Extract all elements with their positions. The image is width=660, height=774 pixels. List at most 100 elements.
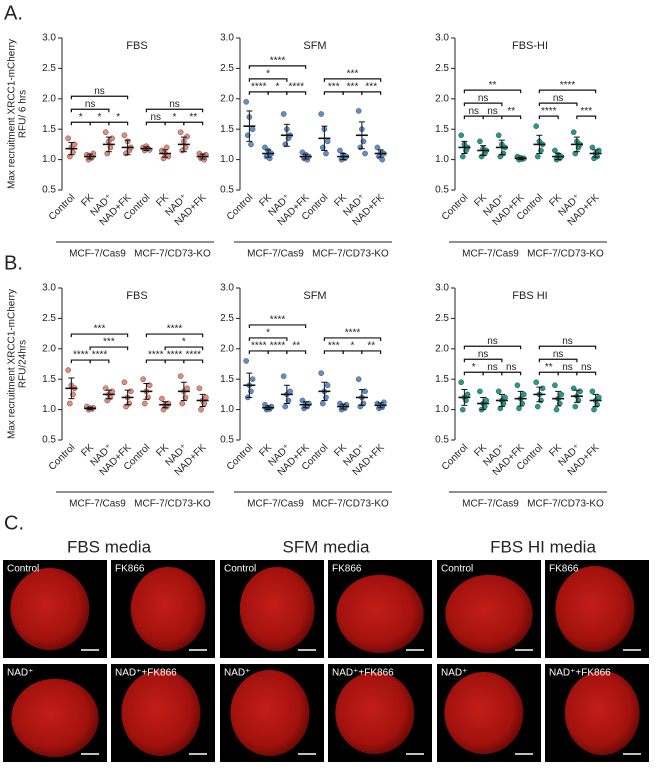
chart-title: FBS [126, 40, 147, 52]
sig-label: *** [103, 337, 115, 348]
image-label: NAD⁺+FK866 [332, 668, 394, 679]
sig-label: * [79, 112, 83, 123]
data-point [121, 132, 128, 139]
nucleus [11, 678, 99, 758]
sig-label: *** [94, 324, 106, 335]
data-point [184, 385, 190, 392]
sig-bracket [361, 91, 382, 95]
sig-label: **** [288, 81, 304, 92]
data-point [280, 373, 287, 379]
sig-label: ns [478, 349, 489, 360]
sig-bracket [501, 115, 522, 120]
data-point [552, 382, 558, 389]
data-point [533, 379, 539, 386]
group-label: MCF-7/Cas9 [247, 499, 304, 510]
data-point [177, 129, 184, 136]
sig-label: **** [270, 341, 286, 352]
nucleus [230, 669, 310, 757]
sig-label: ns [487, 362, 498, 373]
sig-bracket [463, 345, 522, 350]
y-axis-label: RFU/24hrs [18, 340, 29, 388]
data-point [318, 111, 324, 117]
image-label: NAD⁺+FK866 [549, 668, 611, 679]
sig-bracket [501, 371, 522, 376]
sig-bracket [576, 371, 597, 376]
micrograph: FK866 [545, 560, 649, 658]
y-tick-label: 3.0 [42, 33, 56, 44]
sig-bracket [248, 65, 307, 69]
sig-bracket [183, 121, 204, 126]
y-tick-label: 3.0 [42, 283, 56, 294]
sig-label: *** [347, 68, 359, 79]
micrograph: NAD⁺+FK866 [545, 664, 649, 762]
nucleus [445, 574, 533, 654]
sig-label: **** [251, 81, 267, 92]
sig-label: * [266, 328, 270, 339]
data-point [65, 135, 71, 142]
sig-label: ns [468, 106, 479, 117]
y-tick-label: 2.5 [42, 313, 56, 324]
sig-label: ** [189, 112, 197, 123]
data-point [589, 144, 596, 151]
y-axis-label: RFU/ 6 hrs [18, 90, 29, 138]
data-point [324, 382, 331, 389]
data-point [248, 141, 254, 148]
x-tick-label: Control [225, 442, 256, 473]
y-tick-label: 0.5 [42, 435, 56, 446]
data-point [203, 394, 209, 401]
sig-label: ns [94, 86, 105, 97]
image-label: Control [7, 564, 39, 575]
data-point [477, 138, 483, 145]
y-tick-label: 1.0 [220, 154, 234, 165]
data-point [323, 150, 329, 157]
image-label: NAD⁺+FK866 [115, 668, 177, 679]
data-point [71, 141, 78, 148]
data-point [337, 147, 343, 154]
data-point [458, 132, 464, 139]
y-tick-label: 3.0 [435, 283, 449, 294]
micrograph: NAD⁺+FK866 [328, 664, 432, 762]
data-point [109, 388, 115, 395]
micrograph: NAD⁺ [437, 664, 541, 762]
y-axis-label: Max recruitment XRCC1-mCherry [7, 39, 18, 189]
sig-label: ns [562, 362, 573, 373]
sig-label: **** [345, 328, 361, 339]
data-point [495, 132, 502, 139]
y-tick-label: 0.5 [42, 185, 56, 196]
group-label: MCF-7/CD73-KO [527, 499, 604, 510]
y-tick-label: 1.0 [435, 154, 449, 165]
panel-label: B. [4, 252, 23, 274]
sig-label: ns [553, 93, 564, 104]
sig-label: * [98, 112, 102, 123]
data-point [459, 153, 466, 160]
nucleus [555, 565, 635, 653]
data-point [464, 391, 471, 398]
sig-label: ns [506, 362, 517, 373]
data-point [459, 406, 466, 413]
data-point [141, 400, 148, 407]
image-label: NAD⁺ [441, 668, 467, 679]
sig-bracket [538, 115, 559, 120]
data-point [165, 153, 172, 160]
y-tick-label: 0.5 [220, 185, 234, 196]
y-tick-label: 2.5 [220, 313, 234, 324]
sig-bracket [89, 359, 110, 364]
chart-title: FBS-HI [512, 40, 548, 52]
y-tick-label: 2.0 [42, 343, 56, 354]
data-point [495, 388, 502, 395]
sig-label: *** [328, 81, 340, 92]
sig-bracket [248, 324, 307, 328]
sig-label: **** [167, 350, 183, 361]
data-point [198, 406, 204, 413]
sig-bracket [248, 337, 288, 341]
micrograph: FK866 [111, 560, 215, 658]
data-point [502, 394, 508, 401]
sig-bracket [463, 89, 522, 94]
sig-bracket [538, 358, 578, 363]
sig-label: * [276, 81, 280, 92]
y-tick-label: 1.5 [42, 374, 56, 385]
y-tick-label: 1.0 [220, 404, 234, 415]
group-label: MCF-7/Cas9 [69, 249, 126, 260]
sig-label: *** [580, 106, 592, 117]
nucleus [335, 671, 415, 755]
